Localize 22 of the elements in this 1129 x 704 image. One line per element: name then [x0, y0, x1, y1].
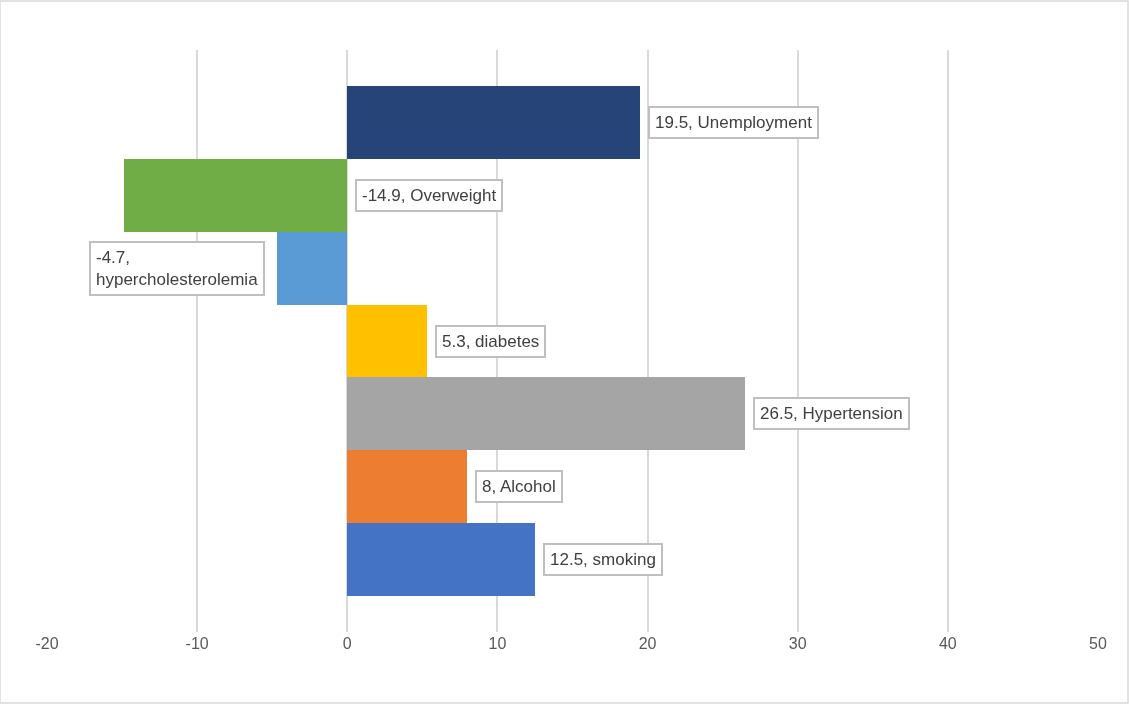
data-label: 5.3, diabetes [442, 332, 540, 351]
data-label: 8, Alcohol [482, 477, 556, 496]
data-label: 19.5, Unemployment [655, 113, 813, 132]
x-tick-label: -10 [185, 635, 209, 652]
x-tick-label: 20 [638, 635, 657, 652]
bar [347, 377, 745, 450]
x-tick-label: 30 [788, 635, 807, 652]
x-tick-label: 50 [1089, 635, 1107, 652]
bar [347, 523, 535, 596]
x-tick-label: 40 [938, 635, 957, 652]
data-label: 12.5, smoking [550, 550, 656, 569]
data-label: -4.7, hypercholesterolemia [96, 248, 259, 290]
bar [124, 159, 347, 232]
bar [347, 86, 640, 159]
bar [347, 305, 427, 377]
bar [347, 450, 467, 523]
data-label: 26.5, Hypertension [760, 404, 903, 423]
x-tick-label: 10 [488, 635, 507, 652]
bar [277, 232, 347, 305]
data-label: -14.9, Overweight [362, 186, 497, 205]
x-tick-label: -20 [35, 635, 59, 652]
x-tick-label: 0 [342, 635, 352, 652]
